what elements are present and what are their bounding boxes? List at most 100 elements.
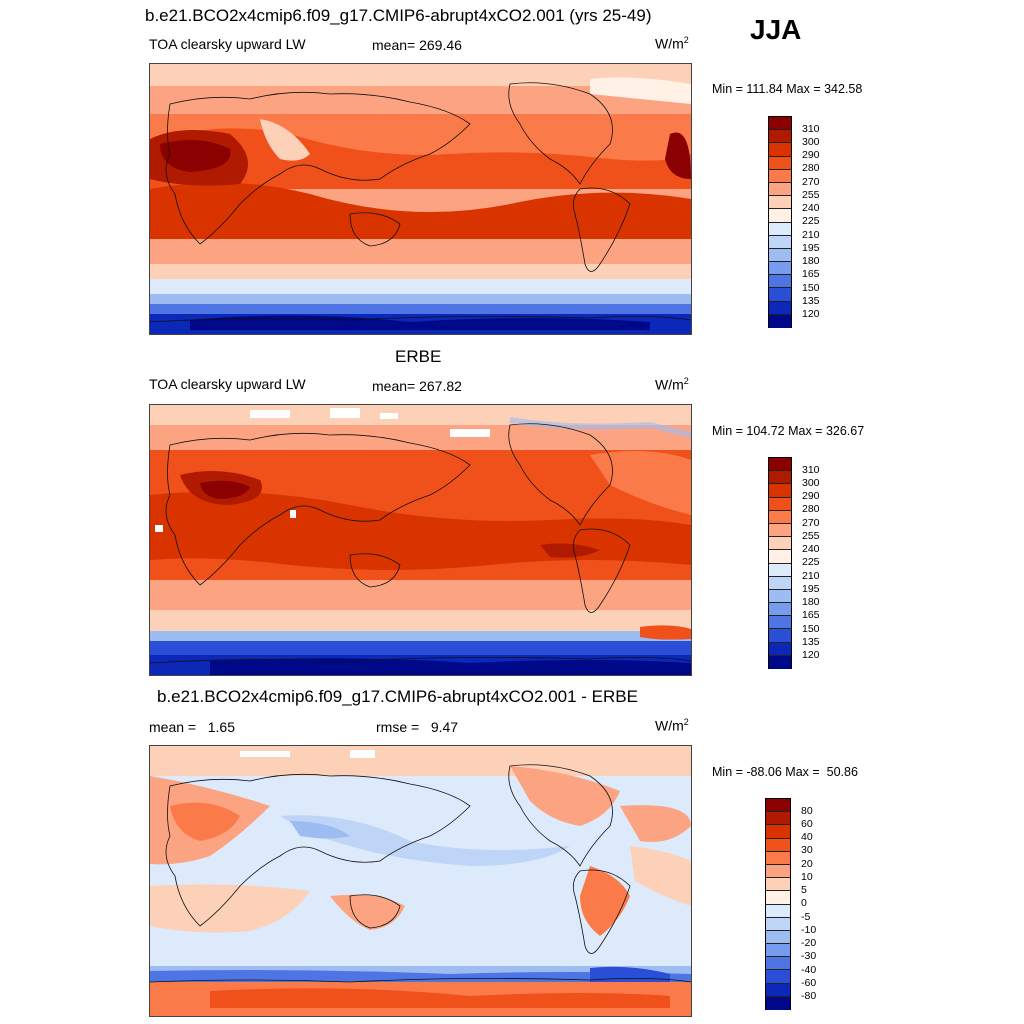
panel-3-legend-swatch	[766, 851, 790, 865]
panel-3-legend-swatch	[766, 864, 790, 879]
panel-3-legend-tick: 0	[801, 897, 807, 909]
panel-3-legend-swatch	[766, 957, 790, 971]
panel-2-legend-swatch	[769, 629, 791, 643]
panel-1-legend-swatch	[769, 117, 791, 131]
panel-1-legend-swatch	[769, 301, 791, 315]
panel-1-minmax: Min = 111.84 Max = 342.58	[712, 82, 863, 96]
panel-1-legend-swatch	[769, 288, 791, 302]
panel-3-legend-tick: -40	[801, 964, 817, 976]
panel-1-legend-swatch	[769, 182, 791, 197]
panel-2-map-svg	[149, 405, 692, 675]
panel-1-legend-tick: 270	[802, 176, 820, 188]
panel-1-legend-tick: 290	[802, 149, 820, 161]
panel-3-map	[149, 745, 692, 1017]
panel-1-legend-tick: 255	[802, 189, 820, 201]
panel-2-legend-tick: 210	[802, 570, 820, 582]
panel-3-legend-tick: -60	[801, 977, 817, 989]
panel-1-mean-label: mean= 269.46	[372, 37, 462, 53]
panel-1-legend	[768, 116, 792, 328]
panel-2-title: ERBE	[395, 347, 442, 366]
panel-1-legend-tick: 180	[802, 255, 820, 267]
panel-2-legend-tick: 290	[802, 490, 820, 502]
panel-2-legend-swatch	[769, 497, 791, 511]
panel-1-legend-tick: 165	[802, 268, 820, 280]
panel-1-legend-swatch	[769, 143, 791, 157]
panel-2-legend-tick: 310	[802, 464, 820, 476]
panel-1-legend-tick: 210	[802, 229, 820, 241]
panel-2-legend	[768, 457, 792, 669]
panel-1-units-sup: 2	[683, 35, 689, 45]
panel-1-legend-swatch	[769, 248, 791, 263]
panel-3-legend-tick: -30	[801, 950, 817, 962]
panel-2-legend-tick: 195	[802, 583, 820, 595]
panel-3-legend-tick: 10	[801, 871, 813, 883]
panel-2-legend-swatch	[769, 458, 791, 472]
panel-1-map-svg	[149, 64, 692, 334]
panel-1-legend-tick: 225	[802, 215, 820, 227]
panel-2-legend-swatch	[769, 523, 791, 538]
panel-2-legend-swatch	[769, 576, 791, 590]
panel-3-legend-swatch	[766, 996, 790, 1010]
panel-1-legend-tick: 135	[802, 295, 820, 307]
panel-1-legend-tick: 120	[802, 308, 820, 320]
panel-1-legend-swatch	[769, 235, 791, 249]
panel-2-legend-swatch	[769, 537, 791, 551]
panel-2-legend-tick: 280	[802, 503, 820, 515]
panel-3-minmax: Min = -88.06 Max = 50.86	[712, 765, 858, 779]
panel-3-legend-swatch	[766, 812, 790, 826]
panel-1-legend-tick: 310	[802, 123, 820, 135]
panel-1-legend-swatch	[769, 169, 791, 183]
panel-3-legend-swatch	[766, 970, 790, 984]
panel-1-legend-tick: 240	[802, 202, 820, 214]
panel-3-legend-swatch	[766, 891, 790, 905]
panel-3-legend-swatch	[766, 944, 790, 958]
panel-1-legend-swatch	[769, 156, 791, 170]
panel-1-legend-swatch	[769, 196, 791, 210]
panel-1-legend-tick: 280	[802, 162, 820, 174]
panel-2-units-text: W/m	[655, 376, 684, 393]
panel-2-variable-label: TOA clearsky upward LW	[149, 376, 306, 392]
panel-2-legend-swatch	[769, 471, 791, 485]
panel-3-mean-label: mean = 1.65	[149, 719, 236, 735]
panel-3-legend-tick: 60	[801, 818, 813, 830]
panel-3-units-text: W/m	[655, 717, 684, 734]
panel-3-legend-swatch	[766, 930, 790, 945]
panel-3-legend-tick: 30	[801, 844, 813, 856]
panel-1-legend-swatch	[769, 209, 791, 223]
panel-1-legend-tick: 195	[802, 242, 820, 254]
panel-2-legend-tick: 225	[802, 556, 820, 568]
panel-2-legend-swatch	[769, 642, 791, 656]
panel-2-legend-swatch	[769, 589, 791, 604]
panel-3-legend-swatch	[766, 825, 790, 839]
panel-3-legend-tick: -10	[801, 924, 817, 936]
panel-2-legend-tick: 165	[802, 609, 820, 621]
panel-1-legend-swatch	[769, 275, 791, 289]
panel-2-minmax: Min = 104.72 Max = 326.67	[712, 424, 865, 438]
panel-2-legend-tick: 300	[802, 477, 820, 489]
panel-2-legend-tick: 270	[802, 517, 820, 529]
panel-3-legend-tick: -80	[801, 990, 817, 1002]
panel-2-legend-tick: 150	[802, 623, 820, 635]
panel-2-legend-swatch	[769, 510, 791, 524]
panel-2-mean-label: mean= 267.82	[372, 378, 462, 394]
panel-1-legend-swatch	[769, 314, 791, 328]
panel-2-legend-swatch	[769, 655, 791, 669]
panel-2-units: W/m2	[655, 376, 689, 393]
panel-1-units-text: W/m	[655, 35, 684, 52]
panel-2-units-sup: 2	[683, 376, 689, 386]
panel-3-legend-swatch	[766, 904, 790, 918]
panel-1-legend-tick: 300	[802, 136, 820, 148]
panel-3-legend-tick: 80	[801, 805, 813, 817]
panel-3-legend-swatch	[766, 983, 790, 997]
panel-2-legend-tick: 135	[802, 636, 820, 648]
panel-3-map-svg	[149, 746, 692, 1016]
panel-3-units-sup: 2	[683, 717, 689, 727]
panel-3-legend-tick: 40	[801, 831, 813, 843]
panel-3-legend-swatch	[766, 799, 790, 813]
panel-3-legend-tick: -5	[801, 911, 811, 923]
panel-3-legend-swatch	[766, 917, 790, 931]
panel-1-legend-tick: 150	[802, 282, 820, 294]
panel-2-legend-swatch	[769, 616, 791, 630]
panel-1-variable-label: TOA clearsky upward LW	[149, 36, 306, 52]
panel-3-legend-tick: 5	[801, 884, 807, 896]
